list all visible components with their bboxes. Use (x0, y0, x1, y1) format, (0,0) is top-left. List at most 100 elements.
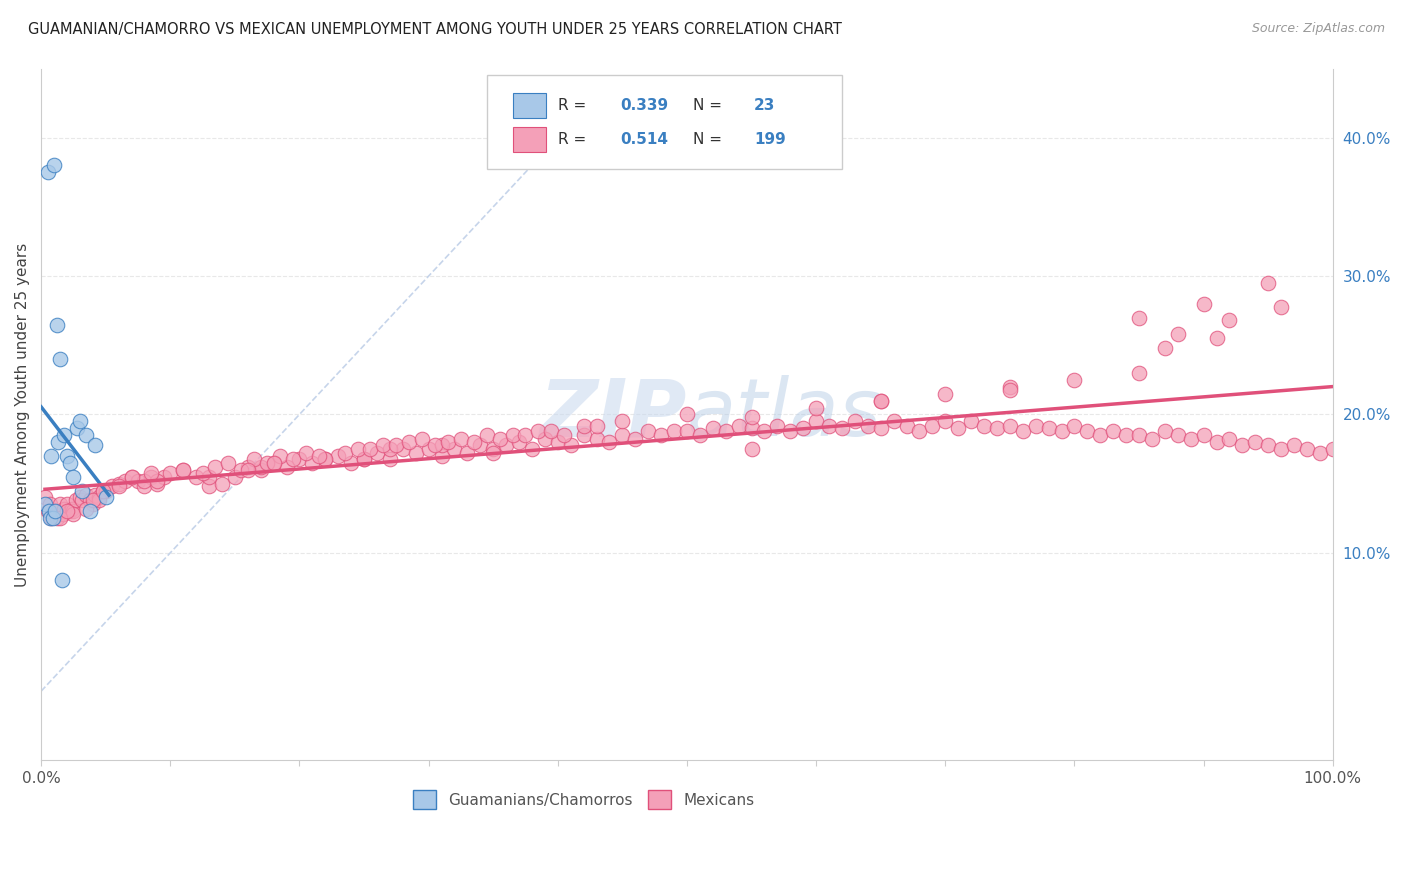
Point (184, 469, 207, 483)
Point (1192, 428, 1215, 442)
Point (353, 451, 375, 466)
Point (1205, 331, 1227, 345)
Point (1257, 276, 1279, 290)
Point (127, 474, 149, 488)
Point (869, 421, 891, 435)
Text: 23: 23 (754, 98, 776, 113)
Point (42, 504, 65, 518)
Point (62, 507, 84, 521)
Point (378, 442, 401, 456)
Point (333, 446, 356, 460)
Point (423, 438, 446, 452)
Point (314, 451, 336, 466)
Point (998, 380, 1021, 394)
Point (960, 414, 983, 428)
Point (572, 428, 595, 442)
Point (107, 476, 129, 491)
Point (1102, 424, 1125, 438)
Point (534, 433, 557, 447)
Point (456, 446, 478, 460)
Point (741, 442, 763, 456)
Text: N =: N = (693, 132, 727, 146)
Point (624, 433, 647, 447)
Point (276, 460, 298, 475)
Point (52, 507, 75, 521)
Point (676, 408, 699, 422)
Point (585, 433, 607, 447)
Point (430, 438, 453, 452)
Point (779, 424, 801, 438)
FancyBboxPatch shape (513, 127, 546, 152)
Point (450, 433, 472, 447)
Point (62, 504, 84, 518)
Text: R =: R = (558, 132, 591, 146)
Point (243, 451, 266, 466)
Point (553, 428, 575, 442)
Point (1270, 300, 1292, 314)
Point (328, 449, 350, 463)
Point (515, 428, 537, 442)
Point (89, 493, 111, 508)
Point (308, 449, 330, 463)
Point (1076, 424, 1098, 438)
Point (224, 469, 246, 483)
Point (249, 460, 271, 475)
Point (1063, 418, 1085, 433)
Point (527, 424, 550, 438)
Point (934, 414, 956, 428)
Point (231, 463, 253, 477)
Point (662, 424, 685, 438)
Point (134, 479, 156, 493)
Point (1050, 424, 1073, 438)
Text: atlas: atlas (688, 376, 882, 453)
Point (41, 511, 63, 525)
Y-axis label: Unemployment Among Youth under 25 years: Unemployment Among Youth under 25 years (15, 243, 30, 587)
Text: ZIP: ZIP (540, 376, 688, 453)
Point (612, 414, 634, 428)
Point (373, 438, 395, 452)
Point (973, 418, 995, 433)
Point (1322, 442, 1344, 456)
Point (198, 469, 221, 483)
Point (366, 446, 388, 460)
Point (53, 428, 76, 442)
Point (295, 446, 318, 460)
Point (1011, 424, 1033, 438)
FancyBboxPatch shape (486, 76, 842, 169)
Point (1153, 424, 1175, 438)
Point (475, 428, 498, 442)
Point (60, 501, 83, 516)
Point (139, 466, 162, 480)
Point (831, 421, 853, 435)
Point (256, 456, 278, 470)
Point (804, 401, 827, 415)
Point (39, 511, 62, 525)
Point (41, 449, 63, 463)
Point (66, 421, 89, 435)
Point (378, 451, 401, 466)
Point (411, 433, 433, 447)
Point (159, 466, 181, 480)
Point (84, 488, 107, 502)
Point (612, 428, 634, 442)
Point (804, 414, 827, 428)
Point (818, 418, 841, 433)
Point (45, 318, 67, 332)
Point (1128, 310, 1150, 325)
Point (1192, 297, 1215, 311)
Point (482, 446, 505, 460)
Point (443, 442, 465, 456)
Point (58, 456, 80, 470)
Point (75, 428, 97, 442)
Point (741, 410, 763, 425)
Point (51, 574, 73, 588)
Point (1038, 421, 1060, 435)
Point (502, 428, 524, 442)
Point (38, 504, 60, 518)
Point (37, 504, 59, 518)
Point (437, 435, 460, 450)
Point (42, 158, 65, 172)
Point (89, 491, 111, 505)
Point (1063, 373, 1085, 387)
Point (56, 497, 79, 511)
